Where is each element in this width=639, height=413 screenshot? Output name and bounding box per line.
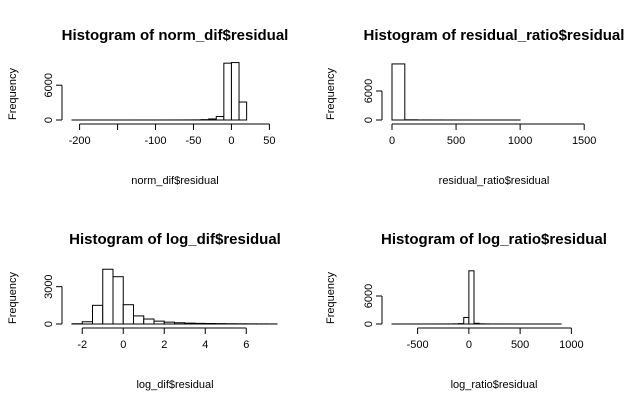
y-tick-label: 6000 (43, 73, 55, 97)
x-tick-label: 6 (243, 339, 249, 351)
y-tick-label: 0 (363, 321, 375, 327)
y-tick-label: 0 (43, 117, 55, 123)
x-tick-label: 1000 (508, 135, 532, 147)
x-tick-label: -2 (77, 339, 87, 351)
histogram-bar (134, 316, 144, 324)
histogram-bar (123, 305, 133, 324)
histogram-bar (185, 323, 195, 324)
histogram-bar (464, 317, 469, 324)
y-axis-label: Frequency (7, 68, 19, 120)
x-tick-label: 500 (447, 135, 465, 147)
panel-title: Histogram of log_dif$residual (69, 231, 281, 248)
y-axis-label: Frequency (7, 272, 19, 324)
panel-title: Histogram of residual_ratio$residual (364, 27, 625, 44)
histogram-bar (103, 269, 113, 324)
x-tick-label: -100 (145, 135, 167, 147)
histogram-bar (392, 64, 405, 120)
x-tick-label: 1500 (572, 135, 596, 147)
x-tick-label: 1000 (559, 339, 583, 351)
histogram-bar (93, 305, 103, 324)
x-axis-label: log_dif$residual (136, 379, 213, 391)
panel-title: Histogram of norm_dif$residual (62, 27, 289, 44)
x-axis-label: residual_ratio$residual (439, 175, 550, 187)
histogram-bar (154, 321, 164, 324)
x-tick-label: -200 (69, 135, 91, 147)
histogram-bar (195, 323, 205, 324)
x-tick-label: 500 (511, 339, 529, 351)
y-tick-label: 3000 (43, 274, 55, 298)
histogram-bar (144, 319, 154, 324)
histogram-bar (175, 323, 185, 324)
histogram-bar (82, 322, 92, 324)
histogram-bar (113, 277, 123, 324)
panel-title: Histogram of log_ratio$residual (381, 231, 607, 248)
histogram-bar (474, 323, 479, 324)
x-tick-label: -500 (407, 339, 429, 351)
histogram-bar (209, 119, 217, 120)
y-tick-label: 6000 (363, 284, 375, 308)
y-tick-label: 0 (43, 321, 55, 327)
panel-residual-ratio: Histogram of residual_ratio$residual res… (325, 27, 624, 187)
y-tick-label: 6000 (363, 79, 375, 103)
histogram-bar (231, 63, 239, 120)
x-axis-label: log_ratio$residual (451, 379, 538, 391)
panel-norm-dif: Histogram of norm_dif$residual norm_dif$… (7, 27, 288, 187)
histogram-bar (164, 322, 174, 324)
histogram-bar (216, 117, 224, 120)
x-tick-label: -50 (186, 135, 202, 147)
x-tick-label: 0 (466, 339, 472, 351)
histogram-bar (239, 102, 247, 120)
histogram-bar (205, 324, 215, 325)
x-tick-label: 4 (202, 339, 208, 351)
x-tick-label: 50 (263, 135, 275, 147)
x-tick-label: 2 (161, 339, 167, 351)
x-axis-label: norm_dif$residual (131, 175, 218, 187)
panel-log-ratio: Histogram of log_ratio$residual log_rati… (325, 231, 607, 391)
y-tick-label: 0 (363, 117, 375, 123)
x-tick-label: 0 (228, 135, 234, 147)
x-tick-label: 0 (120, 339, 126, 351)
y-axis-label: Frequency (325, 272, 337, 324)
histogram-bar (224, 63, 232, 120)
x-tick-label: 0 (389, 135, 395, 147)
histogram-bar (469, 271, 474, 324)
panel-log-dif: Histogram of log_dif$residual log_dif$re… (7, 231, 281, 391)
y-axis-label: Frequency (325, 68, 337, 120)
